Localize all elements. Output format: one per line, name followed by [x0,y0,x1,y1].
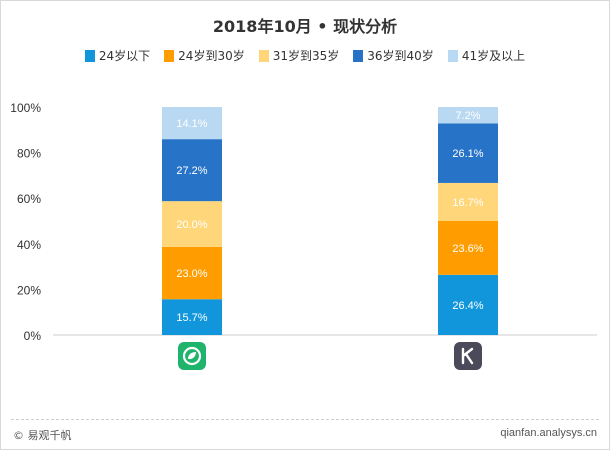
data-label-0-0: 15.7% [176,312,207,324]
legend-label-0: 24岁以下 [98,49,151,63]
legend-label-3: 36岁到40岁 [367,49,434,63]
y-tick-label-4: 80% [17,147,41,161]
data-label-0-2: 20.0% [176,219,207,231]
legend-item-4: 41岁及以上 [447,47,526,64]
legend-item-1: 24岁到30岁 [164,47,245,64]
bar-1-series-4 [438,107,498,124]
y-tick-label-5: 100% [10,101,41,115]
bar-0-series-0 [162,299,222,335]
data-label-0-1: 23.0% [176,268,207,280]
legend-item-0: 24岁以下 [84,47,151,64]
data-label-1-0: 26.4% [452,300,483,312]
bar-1-series-2 [438,182,498,221]
y-tick-label-3: 60% [17,192,41,206]
data-label-0-3: 27.2% [176,165,207,177]
footer-divider [11,419,599,420]
bar-1-series-1 [438,221,498,275]
y-tick-label-1: 20% [17,283,41,297]
y-tick-label-2: 40% [17,238,41,252]
legend-item-3: 36岁到40岁 [353,47,434,64]
copyright-text: © 易观千帆 [13,429,72,442]
bar-1-series-0 [438,274,498,335]
y-tick-label-0: 0% [24,329,42,343]
bar-0-series-4 [162,107,222,140]
leaf-app-icon [178,342,206,370]
bar-1-series-3 [438,123,498,183]
bar-0-series-1 [162,246,222,300]
legend-swatch-0 [84,49,95,62]
legend-label-2: 31岁到35岁 [272,49,340,63]
bar-0-series-2 [162,201,222,247]
data-label-1-1: 23.6% [452,243,483,255]
k-letter-app-icon [454,342,482,370]
data-label-1-4: 7.2% [455,110,480,122]
data-label-1-3: 26.1% [452,148,483,160]
bar-0-series-3 [162,139,222,202]
legend-swatch-2 [258,49,269,62]
site-url: qianfan.analysys.cn [500,427,597,439]
legend-item-2: 31岁到35岁 [258,47,340,64]
legend-label-4: 41岁及以上 [461,49,526,63]
chart-title: 2018年10月 • 现状分析 [212,17,398,36]
legend-label-1: 24岁到30岁 [178,49,245,63]
data-label-0-4: 14.1% [176,118,207,130]
legend-swatch-3 [353,49,364,62]
legend: 24岁以下 24岁到30岁 31岁到35岁 36岁到40岁 41岁及以上 [1,47,609,64]
legend-swatch-4 [447,49,458,62]
legend-swatch-1 [164,49,175,62]
data-label-1-2: 16.7% [452,197,483,209]
